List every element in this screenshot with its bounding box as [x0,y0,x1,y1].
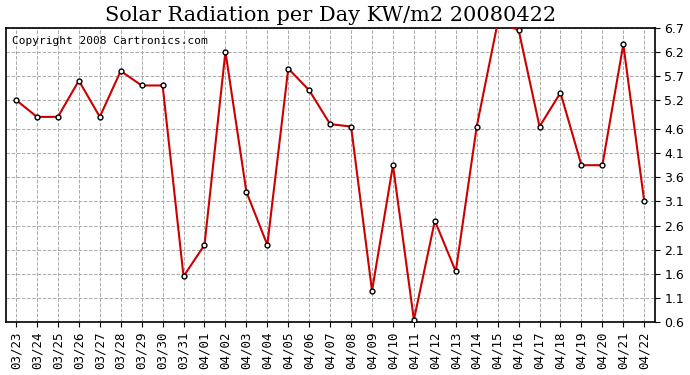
Title: Solar Radiation per Day KW/m2 20080422: Solar Radiation per Day KW/m2 20080422 [105,6,555,24]
Text: Copyright 2008 Cartronics.com: Copyright 2008 Cartronics.com [12,36,208,46]
